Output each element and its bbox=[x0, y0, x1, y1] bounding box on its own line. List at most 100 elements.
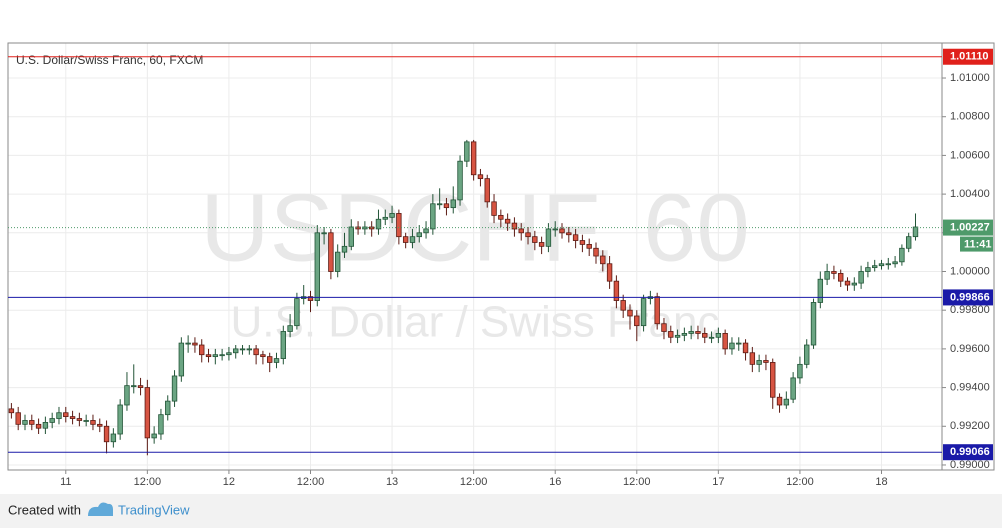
candle-body bbox=[199, 344, 205, 356]
candle-body bbox=[97, 423, 103, 427]
candle-body bbox=[137, 385, 144, 388]
grid bbox=[8, 43, 942, 470]
candle-body bbox=[572, 234, 579, 241]
y-tick-label: 0.99200 bbox=[950, 420, 990, 432]
x-tick-label: 12:00 bbox=[623, 476, 651, 488]
candle-body bbox=[69, 416, 76, 419]
candle-body bbox=[627, 309, 633, 317]
candle-body bbox=[912, 226, 919, 238]
candle-body bbox=[416, 232, 422, 238]
candle-body bbox=[831, 271, 837, 274]
level-label-box bbox=[943, 289, 993, 306]
last-price-label: 1.00227 bbox=[950, 221, 990, 233]
candle-body bbox=[899, 247, 905, 263]
candle-body bbox=[42, 422, 49, 429]
candle-body bbox=[749, 352, 756, 365]
candle-body bbox=[695, 331, 701, 334]
candle-body bbox=[674, 334, 681, 338]
candle-body bbox=[409, 236, 416, 243]
candle-body bbox=[321, 232, 327, 235]
candle-body bbox=[178, 342, 185, 377]
candle-body bbox=[865, 267, 871, 272]
candle-body bbox=[192, 342, 198, 346]
candle-body bbox=[219, 354, 225, 357]
level-label: 1.01110 bbox=[950, 51, 989, 63]
candle-body bbox=[464, 141, 470, 162]
level-label-box bbox=[943, 48, 993, 65]
candle-body bbox=[634, 315, 640, 327]
candle-body bbox=[307, 296, 314, 301]
candle-body bbox=[504, 218, 511, 224]
candle-body bbox=[722, 333, 728, 350]
candle-body bbox=[15, 412, 21, 425]
candle-body bbox=[477, 174, 484, 180]
candle-body bbox=[124, 385, 130, 406]
candle-body bbox=[294, 298, 300, 327]
candle-body bbox=[905, 236, 912, 249]
level-label-box bbox=[943, 444, 993, 461]
candle-body bbox=[212, 354, 219, 358]
x-tick-label: 16 bbox=[549, 476, 561, 488]
candle-body bbox=[498, 214, 504, 220]
candle-body bbox=[817, 278, 824, 303]
candle-body bbox=[620, 300, 626, 311]
candle-body bbox=[253, 348, 259, 356]
candle-body bbox=[362, 226, 368, 230]
x-tick-label: 13 bbox=[386, 476, 398, 488]
candle-body bbox=[810, 302, 817, 346]
candle-body bbox=[260, 354, 266, 358]
countdown-box bbox=[960, 236, 993, 252]
candle-body bbox=[804, 344, 810, 365]
candle-body bbox=[246, 348, 253, 351]
y-tick-label: 1.00600 bbox=[950, 149, 990, 161]
candle-body bbox=[90, 420, 96, 425]
candle-body bbox=[144, 387, 151, 439]
candle-body bbox=[654, 296, 660, 325]
candle-body bbox=[382, 216, 388, 220]
candle-body bbox=[314, 232, 320, 301]
candle-body bbox=[681, 333, 688, 336]
candle-body bbox=[470, 141, 477, 176]
candle-body bbox=[239, 348, 246, 351]
candle-body bbox=[736, 342, 742, 345]
candle-body bbox=[783, 398, 790, 406]
candle-body bbox=[559, 228, 565, 234]
candle-body bbox=[171, 375, 178, 402]
candle-body bbox=[640, 298, 647, 327]
candle-body bbox=[287, 325, 293, 332]
candle-body bbox=[715, 333, 722, 338]
candle-body bbox=[280, 331, 287, 359]
candle-body bbox=[885, 263, 891, 266]
x-tick-label: 12 bbox=[223, 476, 235, 488]
candle-body bbox=[844, 280, 851, 286]
candle-body bbox=[851, 282, 858, 286]
footer-bar bbox=[0, 494, 1002, 528]
candle-body bbox=[22, 420, 28, 425]
candle-body bbox=[273, 358, 280, 363]
candle-body bbox=[797, 363, 803, 379]
plot-frame bbox=[7, 42, 995, 471]
candle-body bbox=[185, 342, 191, 345]
candle-body bbox=[878, 263, 885, 267]
y-tick-label: 0.99600 bbox=[950, 343, 990, 355]
level-label: 0.99066 bbox=[950, 446, 990, 458]
candle-body bbox=[552, 228, 558, 231]
candle-body bbox=[158, 414, 164, 435]
tradingview-logo[interactable]: TradingView bbox=[88, 502, 190, 517]
y-tick-label: 1.01000 bbox=[950, 72, 990, 84]
candle-body bbox=[702, 333, 708, 338]
logo-icon[interactable] bbox=[88, 502, 113, 516]
candle-body bbox=[83, 420, 89, 422]
y-tick-label: 1.00800 bbox=[950, 111, 990, 123]
candle-body bbox=[606, 263, 613, 282]
candle-body bbox=[491, 201, 497, 216]
x-tick-label: 11 bbox=[60, 476, 71, 488]
candle-body bbox=[110, 433, 117, 443]
candle-body bbox=[117, 404, 123, 435]
candle-body bbox=[586, 244, 592, 249]
candle-body bbox=[688, 331, 694, 334]
candle-body bbox=[151, 433, 157, 439]
footer-brand[interactable]: TradingView bbox=[118, 502, 190, 517]
